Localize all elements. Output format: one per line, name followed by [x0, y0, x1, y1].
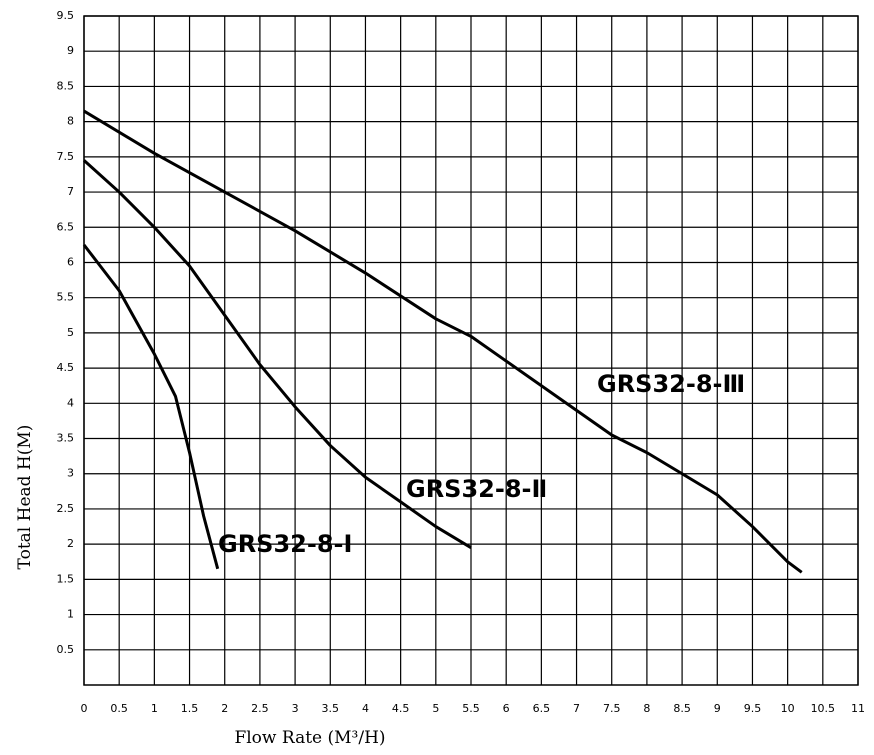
x-axis-title: Flow Rate (M³/H) [234, 728, 385, 748]
y-tick-label: 5 [67, 326, 74, 339]
series-label: GRS32-8-Ⅱ [406, 475, 547, 503]
y-tick-label: 9.5 [57, 9, 75, 22]
y-tick-label: 9 [67, 44, 74, 57]
y-tick-label: 4.5 [57, 361, 75, 374]
x-tick-label: 11 [851, 702, 865, 715]
series-line [83, 109, 803, 574]
x-tick-label: 4 [362, 702, 369, 715]
y-axis-title: Total Head H(M) [15, 425, 35, 570]
y-tick-label: 3.5 [57, 432, 75, 445]
x-tick-label: 5 [432, 702, 439, 715]
y-tick-label: 8.5 [57, 79, 75, 92]
x-tick-label: 3 [292, 702, 299, 715]
x-tick-label: 6 [503, 702, 510, 715]
x-tick-label: 0 [81, 702, 88, 715]
series-line [82, 159, 472, 549]
y-tick-label: 7.5 [57, 150, 75, 163]
y-tick-label: 0.5 [57, 643, 75, 656]
y-tick-label: 2 [67, 537, 74, 550]
x-tick-label: 6.5 [533, 702, 551, 715]
x-tick-label: 8 [643, 702, 650, 715]
x-tick-label: 8.5 [673, 702, 691, 715]
x-tick-label: 2 [221, 702, 228, 715]
x-tick-label: 7.5 [603, 702, 621, 715]
x-tick-label: 1 [151, 702, 158, 715]
x-tick-label: 9 [714, 702, 721, 715]
x-tick-label: 4.5 [392, 702, 410, 715]
x-tick-label: 5.5 [462, 702, 480, 715]
y-tick-label: 6.5 [57, 220, 75, 233]
y-tick-label: 1.5 [57, 572, 75, 585]
x-tick-label: 2.5 [251, 702, 269, 715]
y-tick-label: 3 [67, 467, 74, 480]
series-line [82, 243, 220, 570]
y-tick-label: 4 [67, 396, 74, 409]
x-tick-label: 7 [573, 702, 580, 715]
x-tick-label: 9.5 [744, 702, 762, 715]
plot-frame [83, 15, 859, 686]
y-tick-label: 6 [67, 255, 74, 268]
y-tick-label: 7 [67, 185, 74, 198]
x-tick-label: 3.5 [322, 702, 340, 715]
series-label: GRS32-8-Ⅲ [597, 370, 745, 398]
y-tick-label: 2.5 [57, 502, 75, 515]
x-tick-label: 10.5 [811, 702, 836, 715]
series-label: GRS32-8-Ⅰ [218, 530, 352, 558]
x-tick-label: 1.5 [181, 702, 199, 715]
y-tick-label: 8 [67, 115, 74, 128]
x-tick-label: 0.5 [110, 702, 128, 715]
x-tick-label: 10 [781, 702, 795, 715]
y-tick-label: 1 [67, 608, 74, 621]
y-tick-label: 5.5 [57, 291, 75, 304]
